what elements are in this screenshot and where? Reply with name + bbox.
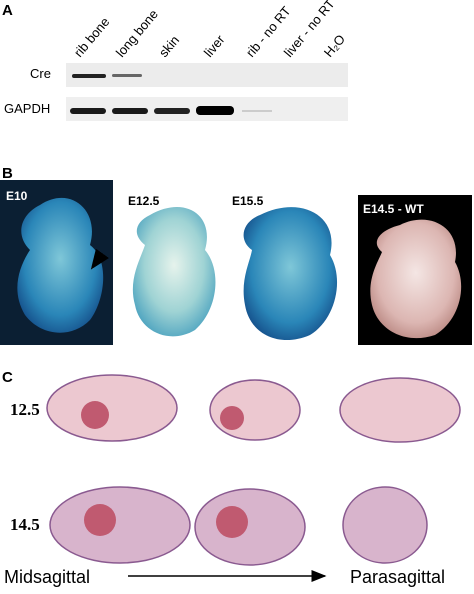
embryo — [17, 197, 104, 333]
lane-label: long bone — [113, 7, 161, 60]
stage-label: 14.5 — [10, 515, 40, 534]
row-label: GAPDH — [4, 101, 50, 116]
sections — [46, 374, 461, 566]
axis-start: Midsagittal — [4, 567, 90, 587]
row-label: Cre — [30, 66, 51, 81]
panel-label: C — [2, 369, 13, 386]
lane-label: liver — [201, 32, 228, 60]
lane-label: rib bone — [71, 14, 113, 60]
stage-label: E10 — [6, 189, 28, 203]
panel-label: B — [2, 165, 13, 182]
lane-label: H₂O — [321, 31, 348, 59]
embryo — [243, 207, 338, 341]
arrow — [90, 248, 109, 270]
stage-label: E12.5 — [128, 194, 160, 208]
embryo — [370, 219, 462, 339]
bands — [70, 74, 272, 115]
stage-label: E15.5 — [232, 194, 264, 208]
panel-label: A — [2, 2, 13, 19]
embryo — [132, 207, 216, 337]
lane-label: skin — [156, 33, 182, 60]
stage-label: E14.5 - WT — [363, 202, 424, 216]
gel-strip — [66, 63, 348, 87]
stage-label: 12.5 — [10, 400, 40, 419]
axis-end: Parasagittal — [350, 567, 445, 587]
organs — [81, 401, 248, 538]
